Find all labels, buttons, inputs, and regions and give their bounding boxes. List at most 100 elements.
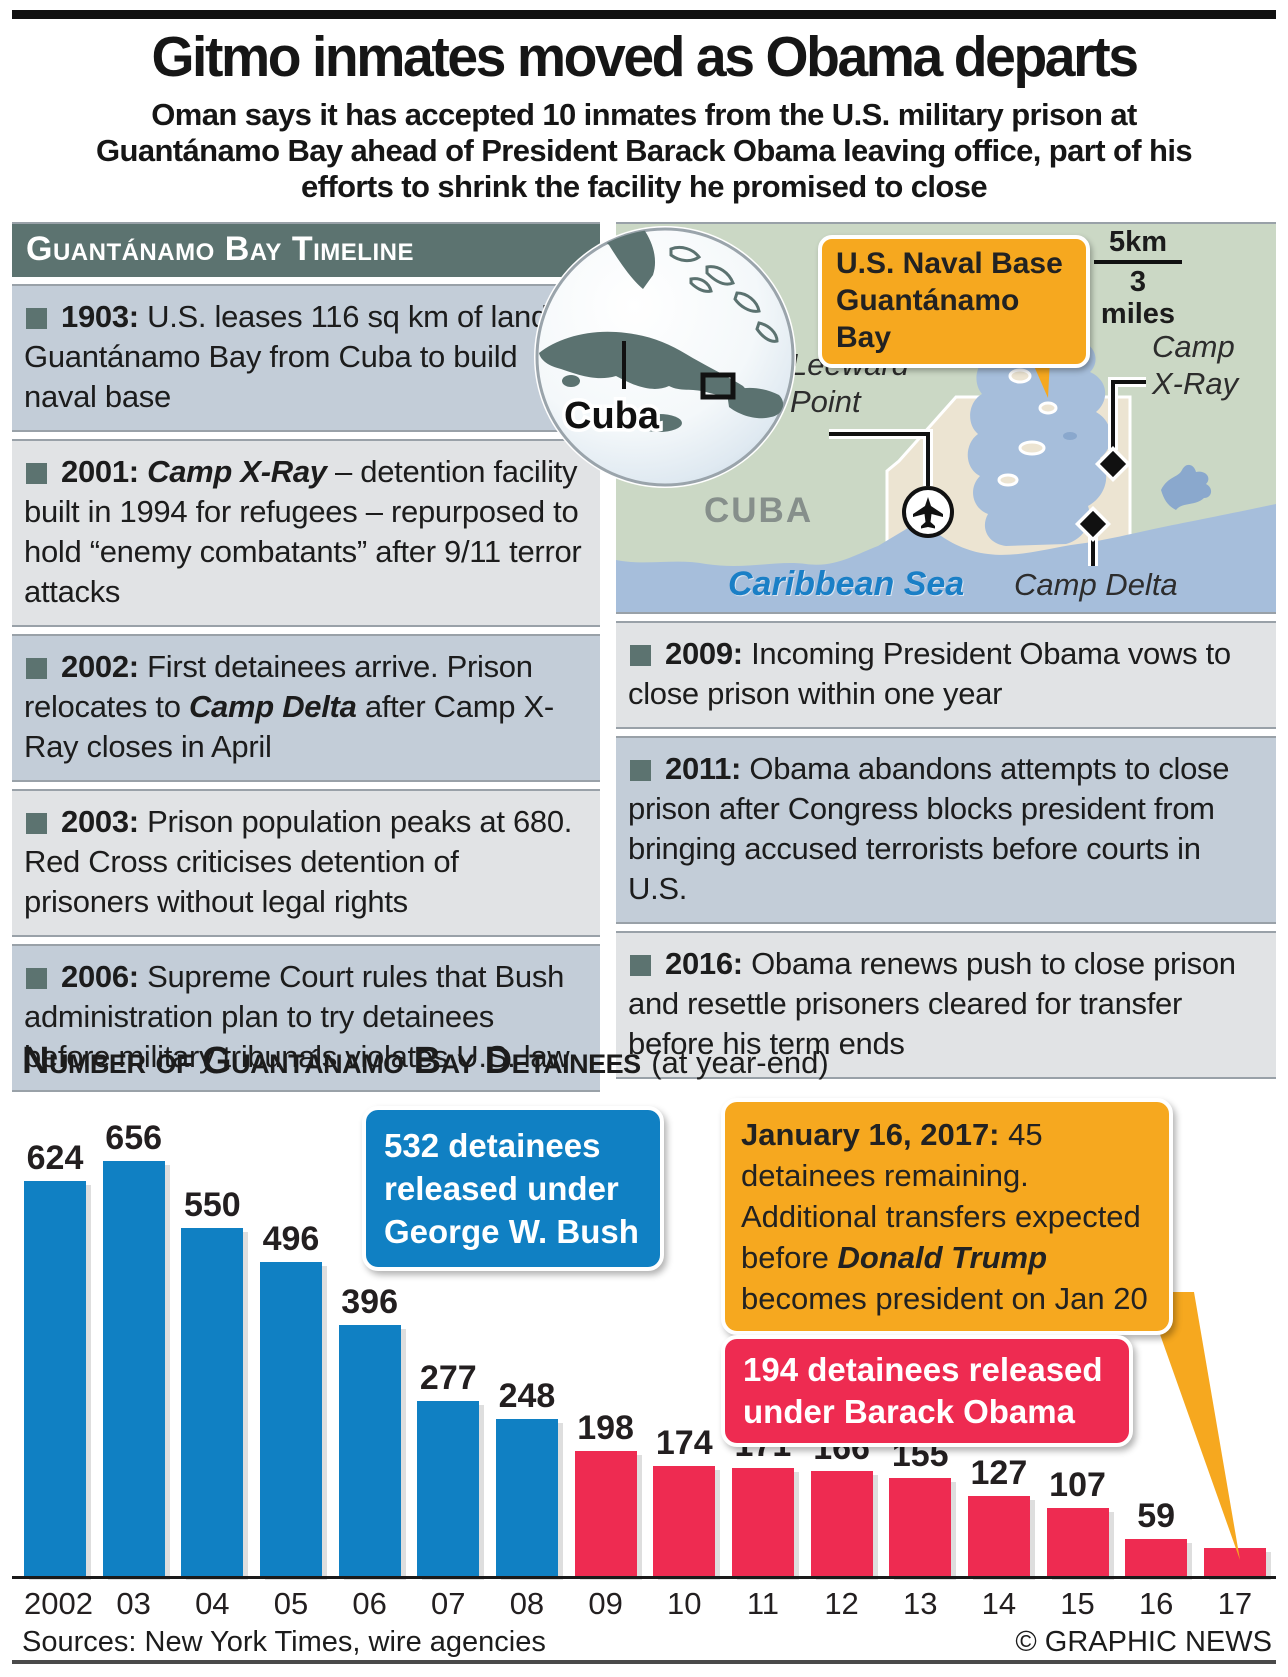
bar-column: 155 [889,1436,952,1576]
bars-row: 624 656 550 496 396 277 248 198 174 171 166 155 127 1… [12,1119,1276,1576]
bar-column: 277 [417,1359,480,1576]
x-label: 10 [667,1586,702,1621]
chart-title: Number of Guantánamo Bay Detainees (at y… [22,1040,829,1083]
bar-column: 171 [731,1426,794,1576]
bar-04 [181,1228,244,1576]
timeline-heading: Guantánamo Bay Timeline [12,222,600,277]
bar-column: 396 [338,1283,401,1576]
bar-14 [967,1496,1030,1576]
xlabels-row: 2002 03 04 05 06 07 08 09 10 11 12 13 14 15 16 17 [12,1586,1276,1622]
cuba-inset-map: Cuba [531,223,799,491]
bar-03 [102,1161,165,1576]
location-box-icon [700,372,736,400]
label-cuba: CUBA [704,491,814,530]
scale-bar: 5km 3 miles [1090,226,1186,330]
x-label: 11 [746,1586,779,1621]
bar-column: 174 [653,1424,716,1576]
bar-08 [495,1419,558,1576]
timeline-entry: 2009: Incoming President Obama vows to c… [616,621,1276,729]
timeline-bullet-icon [26,658,47,679]
bar-value-label: 396 [341,1283,398,1321]
naval-base-callout: U.S. Naval Base Guantánamo Bay [818,235,1090,368]
bar-value-label: 127 [970,1454,1028,1492]
x-label: 16 [1138,1586,1174,1621]
timeline-col-left: Guantánamo Bay Timeline 1903: U.S. lease… [12,222,600,1092]
timeline-bullet-icon [26,463,47,484]
sources-text: Sources: New York Times, wire agencies [22,1626,546,1658]
label-camp-delta: Camp Delta [1014,567,1178,602]
text-segment: 2011: [665,751,750,786]
timeline-bullet-icon [630,645,651,666]
x-label: 17 [1217,1586,1253,1621]
text-segment: 2003: [61,804,148,839]
timeline-bullet-icon [26,813,47,834]
scale-km: 5km [1108,226,1168,258]
text-segment: Obama renews push to close prison and re… [628,946,1236,1061]
bar-16 [1125,1539,1188,1576]
bar-column: 496 [259,1220,322,1576]
label-caribbean-sea: Caribbean Sea [728,565,965,603]
text-segment: Donald Trump [837,1240,1048,1275]
bar-07 [417,1401,480,1576]
x-label: 05 [273,1586,309,1621]
callout-obama: 194 detainees released under Barack Obam… [721,1335,1133,1447]
bar-2002 [24,1181,86,1576]
text-segment: First detainees arrive. Prison relocates… [24,649,533,724]
timeline-bullet-icon [630,955,651,976]
bar-12 [810,1471,873,1576]
bar-17 [1203,1548,1266,1576]
bottom-rule [12,1660,1276,1664]
bar-value-label: 656 [105,1119,163,1157]
text-segment: becomes president on Jan 20 [741,1281,1148,1316]
scale-miles: 3 miles [1100,266,1176,330]
timeline-bullet-icon [26,968,47,989]
camp-delta-marker-icon [1074,505,1112,543]
x-label: 07 [431,1586,466,1621]
x-axis [12,1576,1276,1579]
x-label: 03 [116,1586,151,1621]
bar-13 [889,1478,952,1576]
page-subtitle: Oman says it has accepted 10 inmates fro… [95,97,1193,204]
bar-column: 656 [102,1119,165,1576]
timeline-bullet-icon [630,760,651,781]
cuba-inset-label: Cuba [564,395,660,437]
bar-column: 248 [495,1377,558,1576]
timeline-entry: 2011: Obama abandons attempts to close p… [616,736,1276,924]
bar-value-label: 174 [655,1424,713,1462]
text-segment: January 16, 2017: [741,1117,1009,1152]
timeline-entry: 1903: U.S. leases 116 sq km of land in G… [12,284,600,432]
bar-column: 550 [181,1186,244,1576]
text-segment: Camp X-Ray [147,454,327,489]
text-segment: 2001: [61,454,148,489]
bar-column [1203,1548,1266,1576]
bar-column: 127 [967,1454,1030,1576]
bar-10 [653,1466,716,1576]
x-label: 09 [588,1586,623,1621]
x-label: 04 [195,1586,230,1621]
text-segment: 1903: [61,299,148,334]
x-label: 2002 [24,1586,93,1621]
callout-jan2017: January 16, 2017: 45 detainees remaining… [721,1098,1173,1335]
text-segment: Camp Delta [188,689,357,724]
bar-value-label: 496 [262,1220,320,1258]
bar-column: 59 [1125,1497,1188,1576]
timeline-entry: 2002: First detainees arrive. Prison rel… [12,634,600,782]
bar-value-label: 198 [577,1409,634,1447]
bar-value-label: 624 [26,1139,84,1177]
text-segment: 2002: [61,649,148,684]
text-segment: Obama abandons attempts to close prison … [628,751,1230,906]
bar-value-label: 248 [498,1377,556,1415]
text-segment: Prison population peaks at 680. Red Cros… [24,804,573,919]
scale-rule [1094,260,1182,264]
credit-text: © GRAPHIC NEWS [1015,1626,1272,1658]
timeline-entry: 2003: Prison population peaks at 680. Re… [12,789,600,937]
timeline-entry: 2001: Camp X-Ray – detention facility bu… [12,439,600,627]
x-label: 12 [824,1586,859,1621]
camp-xray-marker-icon [1094,445,1132,483]
top-bar [12,10,1276,19]
x-label: 14 [981,1586,1017,1621]
detainees-chart: Number of Guantánamo Bay Detainees (at y… [12,1040,1276,1674]
bar-column: 198 [574,1409,637,1576]
x-label: 08 [509,1586,545,1621]
text-segment: – detention facility built in 1994 for r… [24,454,582,609]
